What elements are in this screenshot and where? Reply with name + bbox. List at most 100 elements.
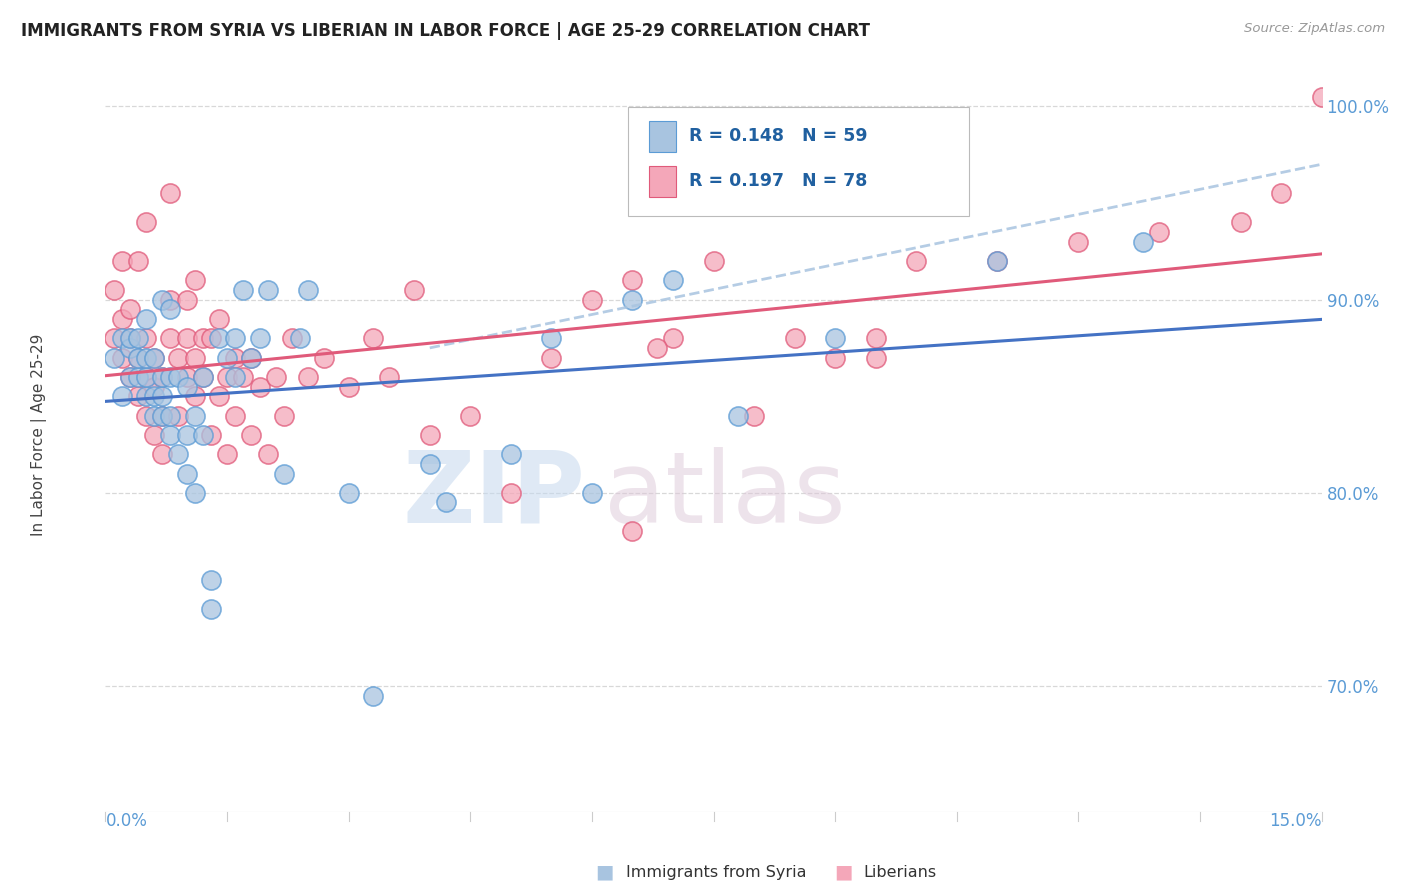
Text: ■: ■ <box>595 863 614 882</box>
Point <box>905 253 928 268</box>
Point <box>200 331 222 345</box>
Point <box>249 379 271 393</box>
Point <box>111 311 134 326</box>
Point <box>208 331 231 345</box>
Point <box>1132 235 1154 249</box>
Point <box>118 302 141 317</box>
Point <box>111 351 134 365</box>
Point <box>581 293 603 307</box>
Point <box>281 331 304 345</box>
Point <box>150 409 173 423</box>
Point <box>135 409 157 423</box>
Point <box>378 369 401 384</box>
Point <box>337 485 360 500</box>
Point <box>1067 235 1090 249</box>
Point <box>273 467 295 481</box>
Point <box>111 253 134 268</box>
Point <box>727 409 749 423</box>
Point <box>217 447 239 461</box>
Point <box>540 331 562 345</box>
Point <box>191 427 214 442</box>
Point <box>127 351 149 365</box>
Point <box>742 409 765 423</box>
Point <box>183 485 205 500</box>
Point <box>249 331 271 345</box>
Point <box>208 311 231 326</box>
Point <box>111 389 134 403</box>
Text: Liberians: Liberians <box>863 865 936 880</box>
Point <box>297 283 319 297</box>
Point <box>103 351 125 365</box>
Text: In Labor Force | Age 25-29: In Labor Force | Age 25-29 <box>31 334 46 536</box>
Point <box>183 389 205 403</box>
Point <box>217 369 239 384</box>
Point <box>1310 89 1333 103</box>
Bar <box>650 166 676 197</box>
Point <box>167 351 190 365</box>
Point <box>183 409 205 423</box>
Text: R = 0.197   N = 78: R = 0.197 N = 78 <box>689 172 868 190</box>
Point <box>159 302 181 317</box>
Point <box>135 369 157 384</box>
Point <box>581 485 603 500</box>
Point <box>256 283 278 297</box>
Text: 15.0%: 15.0% <box>1270 812 1322 830</box>
Point <box>499 447 522 461</box>
Point <box>232 283 254 297</box>
Point <box>824 331 846 345</box>
Point <box>217 351 239 365</box>
Point <box>288 331 311 345</box>
Point <box>662 331 685 345</box>
Point <box>702 253 725 268</box>
Point <box>135 369 157 384</box>
Point <box>150 293 173 307</box>
Point <box>135 351 157 365</box>
Text: IMMIGRANTS FROM SYRIA VS LIBERIAN IN LABOR FORCE | AGE 25-29 CORRELATION CHART: IMMIGRANTS FROM SYRIA VS LIBERIAN IN LAB… <box>21 22 870 40</box>
Point <box>143 427 166 442</box>
Point <box>240 351 263 365</box>
Point <box>176 427 198 442</box>
Text: Source: ZipAtlas.com: Source: ZipAtlas.com <box>1244 22 1385 36</box>
Point <box>434 495 457 509</box>
Point <box>621 273 644 287</box>
Point <box>361 331 384 345</box>
Text: Immigrants from Syria: Immigrants from Syria <box>626 865 806 880</box>
Point <box>191 369 214 384</box>
Point <box>200 573 222 587</box>
Point <box>143 351 166 365</box>
Point <box>419 427 441 442</box>
Point <box>176 293 198 307</box>
Point <box>150 369 173 384</box>
Point <box>150 447 173 461</box>
Point <box>264 369 287 384</box>
Point <box>191 369 214 384</box>
Point <box>167 409 190 423</box>
Bar <box>650 120 676 153</box>
Text: R = 0.148   N = 59: R = 0.148 N = 59 <box>689 127 868 145</box>
Point <box>458 409 481 423</box>
Point <box>135 389 157 403</box>
Text: atlas: atlas <box>605 447 846 543</box>
Point <box>127 369 149 384</box>
Point <box>621 293 644 307</box>
Point <box>159 369 181 384</box>
Point <box>224 409 246 423</box>
Point <box>208 389 231 403</box>
Point <box>103 331 125 345</box>
Point <box>297 369 319 384</box>
Point <box>111 331 134 345</box>
Point <box>176 331 198 345</box>
Point <box>150 409 173 423</box>
Point <box>1229 215 1251 229</box>
Point <box>865 351 887 365</box>
Text: ZIP: ZIP <box>404 447 586 543</box>
Point <box>176 467 198 481</box>
Point <box>176 369 198 384</box>
Point <box>118 341 141 355</box>
Point <box>200 601 222 615</box>
Point <box>143 389 166 403</box>
FancyBboxPatch shape <box>628 107 969 216</box>
Point <box>183 351 205 365</box>
Point <box>143 409 166 423</box>
Point <box>232 369 254 384</box>
